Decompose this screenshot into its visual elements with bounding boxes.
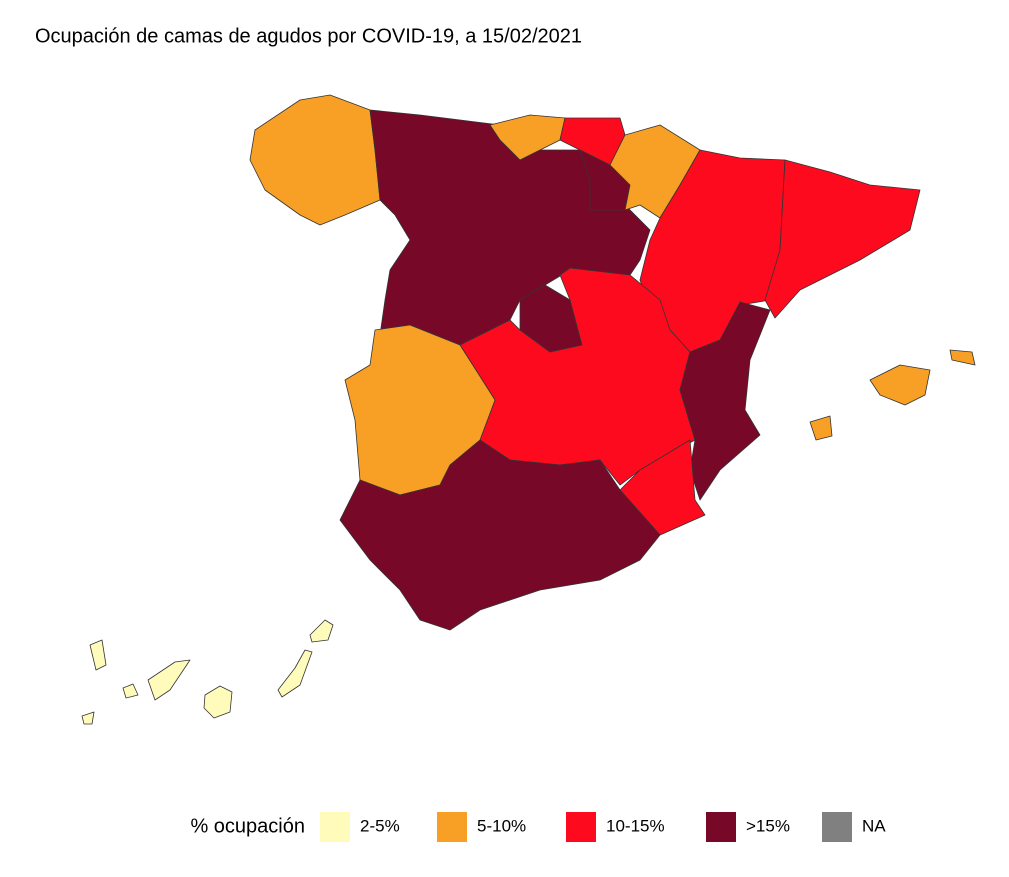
region bbox=[249, 94, 381, 226]
region bbox=[609, 124, 701, 219]
legend-label: 10-15% bbox=[606, 816, 665, 835]
legend-swatch bbox=[706, 812, 736, 842]
legend-title: % ocupación bbox=[190, 815, 305, 837]
legend-label: >15% bbox=[746, 816, 790, 835]
legend-label: 5-10% bbox=[477, 816, 526, 835]
region bbox=[203, 685, 233, 719]
region bbox=[339, 439, 661, 631]
region bbox=[949, 349, 976, 366]
legend-swatch bbox=[822, 812, 852, 842]
legend-label: NA bbox=[862, 816, 886, 835]
map bbox=[81, 94, 976, 725]
legend-swatch bbox=[320, 812, 350, 842]
legend-swatch bbox=[437, 812, 467, 842]
legend: % ocupación 2-5% 5-10% 10-15% >15% NA bbox=[190, 812, 886, 842]
region bbox=[147, 659, 191, 701]
region bbox=[869, 364, 931, 406]
region bbox=[277, 649, 313, 698]
region bbox=[89, 639, 107, 671]
region bbox=[809, 415, 833, 441]
region bbox=[679, 301, 771, 501]
region bbox=[81, 711, 95, 725]
region bbox=[489, 114, 566, 161]
map-title: Ocupación de camas de agudos por COVID-1… bbox=[35, 25, 582, 47]
region bbox=[764, 159, 921, 319]
region bbox=[122, 683, 139, 699]
legend-label: 2-5% bbox=[360, 816, 400, 835]
legend-swatch bbox=[566, 812, 596, 842]
region bbox=[309, 619, 334, 643]
